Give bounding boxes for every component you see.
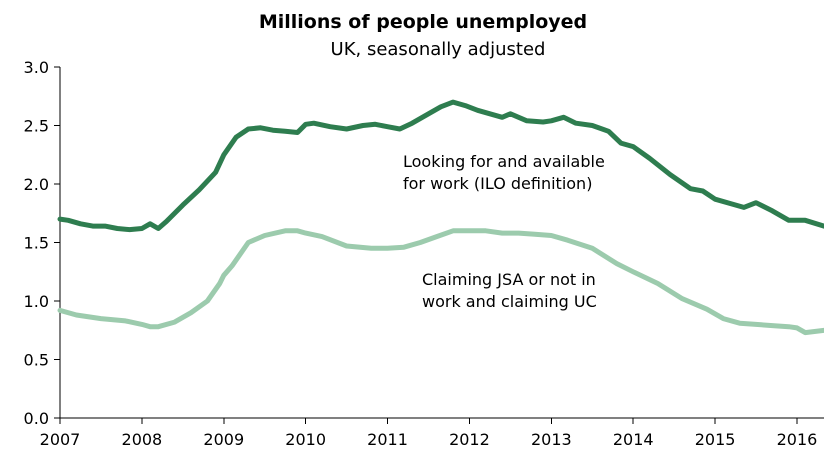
y-tick-label: 0.5 <box>24 351 49 370</box>
series-label-jsa-line2: work and claiming UC <box>422 292 597 311</box>
y-tick-label: 1.0 <box>24 292 49 311</box>
series-label-ilo-line1: Looking for and available <box>403 152 605 171</box>
y-axis-ticks: 0.0 0.5 1.0 1.5 2.0 2.5 3.0 <box>24 58 60 428</box>
series-line-ilo <box>57 99 824 233</box>
y-tick-label: 3.0 <box>24 58 49 77</box>
x-tick-label: 2009 <box>203 430 244 449</box>
series-label-ilo-line2: for work (ILO definition) <box>403 174 592 193</box>
series-label-jsa: Claiming JSA or not in work and claiming… <box>422 270 601 311</box>
series-line-jsa <box>57 228 824 336</box>
x-tick-label: 2012 <box>449 430 490 449</box>
x-tick-label: 2007 <box>40 430 81 449</box>
x-tick-label: 2011 <box>367 430 408 449</box>
x-tick-label: 2013 <box>531 430 572 449</box>
series-label-jsa-line1: Claiming JSA or not in <box>422 270 596 289</box>
y-tick-label: 2.5 <box>24 117 49 136</box>
x-tick-label: 2008 <box>122 430 163 449</box>
x-tick-label: 2016 <box>777 430 818 449</box>
series-label-ilo: Looking for and available for work (ILO … <box>403 152 610 193</box>
y-tick-label: 0.0 <box>24 409 49 428</box>
chart-subtitle: UK, seasonally adjusted <box>331 39 546 60</box>
series-layer <box>57 99 824 336</box>
y-tick-label: 1.5 <box>24 234 49 253</box>
chart-title: Millions of people unemployed <box>259 11 587 33</box>
x-tick-label: 2015 <box>695 430 736 449</box>
y-tick-label: 2.0 <box>24 175 49 194</box>
x-axis-ticks: 2007 2008 2009 2010 2011 2012 2013 2014 2015 2016 <box>40 418 818 449</box>
x-tick-label: 2014 <box>613 430 654 449</box>
x-tick-label: 2010 <box>285 430 326 449</box>
